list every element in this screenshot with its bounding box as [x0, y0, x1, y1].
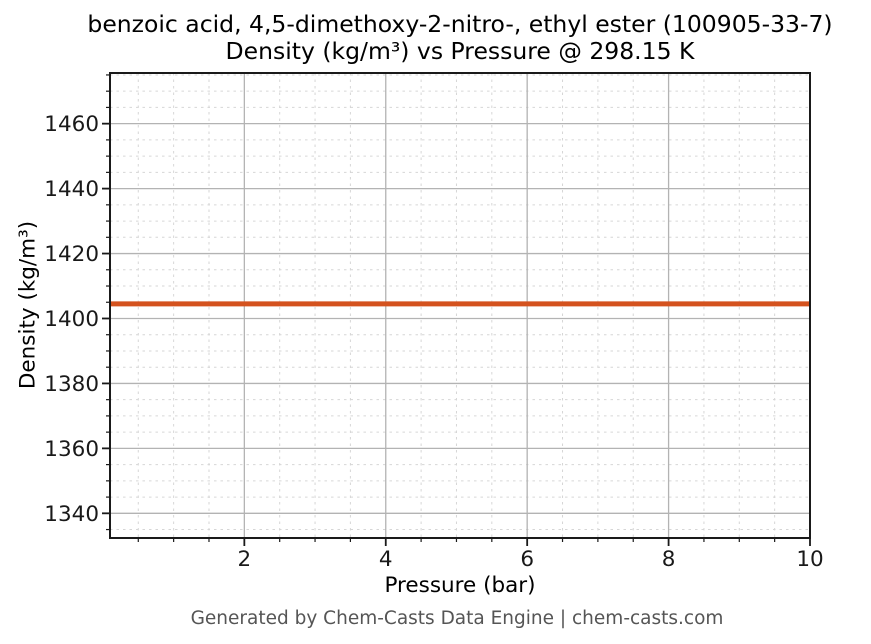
footer-credit: Generated by Chem-Casts Data Engine | ch…: [190, 608, 724, 629]
x-axis-label: Pressure (bar): [384, 573, 536, 598]
plot-border: [109, 72, 811, 539]
y-tick-label: 1380: [44, 372, 99, 397]
y-tick-label: 1360: [44, 437, 99, 462]
x-tick-label: 10: [796, 547, 823, 572]
chart-title-line2: Density (kg/m³) vs Pressure @ 298.15 K: [225, 37, 695, 65]
y-axis-label: Density (kg/m³): [15, 220, 41, 390]
x-tick-label: 6: [520, 547, 534, 572]
x-tick-label: 2: [237, 547, 251, 572]
y-tick-label: 1420: [44, 242, 99, 267]
x-tick-label: 4: [379, 547, 393, 572]
y-tick-label: 1400: [44, 307, 99, 332]
y-tick-label: 1340: [44, 502, 99, 527]
chart-title-line1: benzoic acid, 4,5-dimethoxy-2-nitro-, et…: [87, 10, 833, 38]
y-tick-label: 1440: [44, 177, 99, 202]
chart-title: benzoic acid, 4,5-dimethoxy-2-nitro-, et…: [87, 11, 832, 65]
x-tick-label: 8: [662, 547, 676, 572]
y-tick-label: 1460: [44, 112, 99, 137]
